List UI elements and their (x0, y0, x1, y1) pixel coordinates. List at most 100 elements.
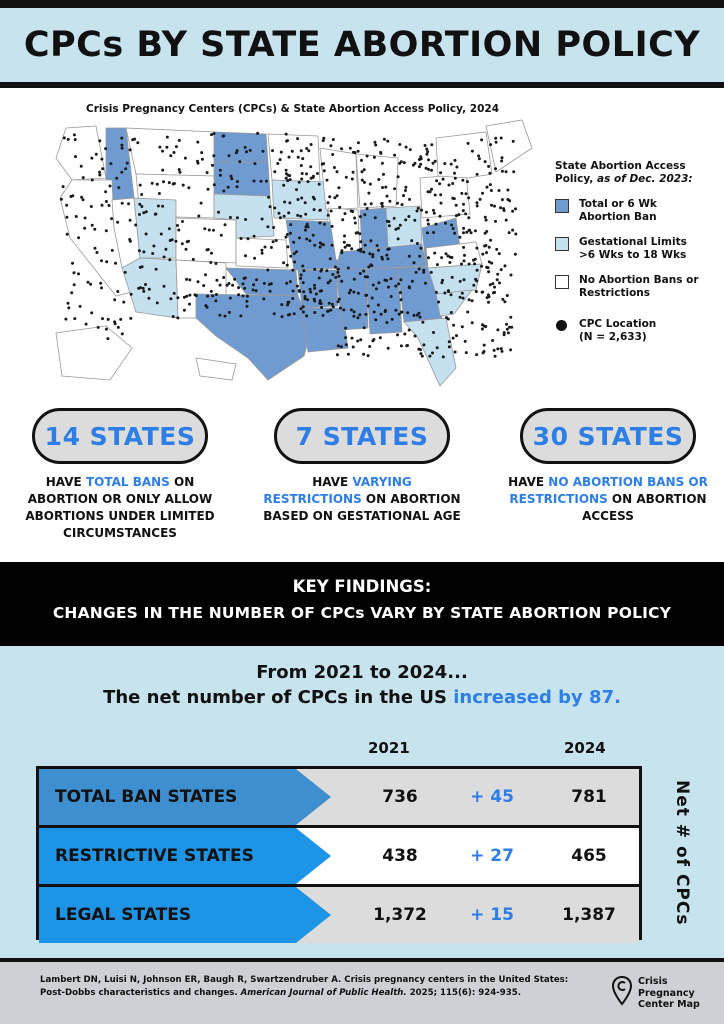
cpc-location-dot (402, 194, 405, 198)
value-2021: 736 (382, 787, 418, 807)
cpc-location-dot (117, 186, 121, 190)
cpc-location-dot (141, 286, 145, 290)
cpc-location-dot (400, 203, 404, 207)
cpc-location-dot (271, 149, 274, 153)
cpc-location-dot (218, 168, 222, 172)
cpc-location-dot (396, 333, 399, 337)
cpc-location-dot (269, 282, 273, 286)
cpc-location-dot (96, 325, 100, 329)
cpc-location-dot (472, 283, 476, 287)
cpc-location-dot (408, 197, 411, 201)
cpc-location-dot (386, 257, 390, 261)
cpc-location-dot (244, 254, 247, 258)
cpc-location-dot (313, 243, 317, 247)
cpc-location-dot (426, 150, 430, 154)
cpc-location-dot (505, 327, 509, 331)
cpc-location-dot (155, 182, 159, 186)
cpc-location-dot (440, 256, 444, 260)
cpc-location-dot (349, 209, 353, 213)
state-region (365, 267, 403, 335)
cpc-location-dot (451, 227, 455, 230)
cpc-location-dot (168, 258, 172, 262)
cpc-location-dot (193, 293, 197, 297)
cpc-location-dot (386, 139, 390, 143)
cpc-location-dot (283, 200, 287, 204)
cpc-location-dot (399, 298, 403, 302)
cpc-location-dot (458, 235, 462, 239)
cpc-location-dot (417, 158, 421, 161)
cpc-location-dot (129, 316, 133, 320)
cpc-location-dot (481, 191, 484, 195)
cpc-location-dot (362, 326, 366, 330)
cpc-location-dot (411, 163, 415, 167)
cpc-location-dot (443, 291, 447, 295)
cpc-location-dot (342, 240, 346, 244)
cpc-location-dot (81, 198, 85, 202)
cpc-location-dot (513, 252, 517, 256)
cpc-location-dot (84, 322, 88, 326)
cpc-location-dot (100, 203, 104, 207)
cpc-location-dot (350, 247, 354, 251)
cpc-location-dot (360, 178, 364, 182)
cpc-location-dot (313, 283, 316, 287)
cpc-location-dot (318, 241, 322, 245)
cpc-location-dot (377, 178, 381, 181)
cpc-location-dot (329, 209, 333, 213)
cpc-location-dot (467, 196, 471, 200)
cpc-location-dot (339, 345, 343, 349)
cpc-location-dot (461, 209, 465, 213)
cpc-location-dot (444, 221, 447, 225)
cpc-location-dot (266, 268, 270, 272)
cpc-location-dot (440, 281, 444, 285)
cpc-location-dot (373, 140, 377, 144)
cpc-location-dot (204, 273, 207, 277)
cpc-location-dot (321, 139, 325, 143)
cpc-location-dot (172, 291, 176, 295)
legend-swatch-gestational (555, 237, 569, 251)
cpc-location-dot (155, 301, 159, 305)
cpc-location-dot (305, 222, 309, 226)
cpc-location-dot (89, 205, 93, 208)
cpc-location-dot (447, 345, 451, 349)
legend-swatch-ban (555, 199, 569, 213)
brand-logo: Crisis Pregnancy Center Map (612, 976, 700, 1011)
cpc-location-dot (212, 154, 216, 158)
cpc-location-dot (243, 276, 247, 280)
cpc-location-dot (308, 287, 312, 291)
cpc-location-dot (233, 277, 237, 281)
legend-swatch-none (555, 275, 569, 289)
state-region (435, 131, 493, 179)
cpc-location-dot (432, 331, 435, 334)
cpc-location-dot (433, 159, 437, 163)
cpc-location-dot (113, 320, 117, 324)
cpc-location-dot (266, 225, 270, 229)
cpc-location-dot (378, 336, 382, 340)
cpc-location-dot (297, 289, 301, 292)
cpc-location-dot (170, 238, 174, 242)
cpc-location-dot (343, 234, 346, 238)
cpc-location-dot (104, 190, 108, 194)
cpc-location-dot (335, 353, 339, 357)
cpc-location-dot (222, 189, 226, 193)
cpc-location-dot (350, 336, 354, 340)
cpc-location-dot (227, 281, 231, 285)
cpc-location-dot (181, 183, 185, 187)
cpc-location-dot (380, 255, 384, 259)
cpc-location-dot (367, 265, 371, 269)
cpc-location-dot (106, 317, 110, 321)
cpc-location-dot (514, 232, 518, 236)
page-title: CPCs BY STATE ABORTION POLICY (23, 25, 701, 65)
cpc-location-dot (475, 201, 479, 205)
cpc-location-dot (470, 149, 474, 153)
cpc-location-dot (234, 151, 238, 155)
cpc-location-dot (487, 260, 491, 264)
cpc-location-dot (343, 212, 347, 216)
cpc-location-dot (239, 237, 243, 240)
stat-pill: 7 STATES (274, 408, 450, 464)
cpc-location-dot (467, 216, 471, 220)
cpc-location-dot (164, 247, 168, 251)
cpc-location-dot (98, 170, 102, 174)
cpc-location-dot (431, 351, 434, 355)
cpc-location-dot (197, 214, 201, 218)
cpc-location-dot (488, 283, 492, 287)
